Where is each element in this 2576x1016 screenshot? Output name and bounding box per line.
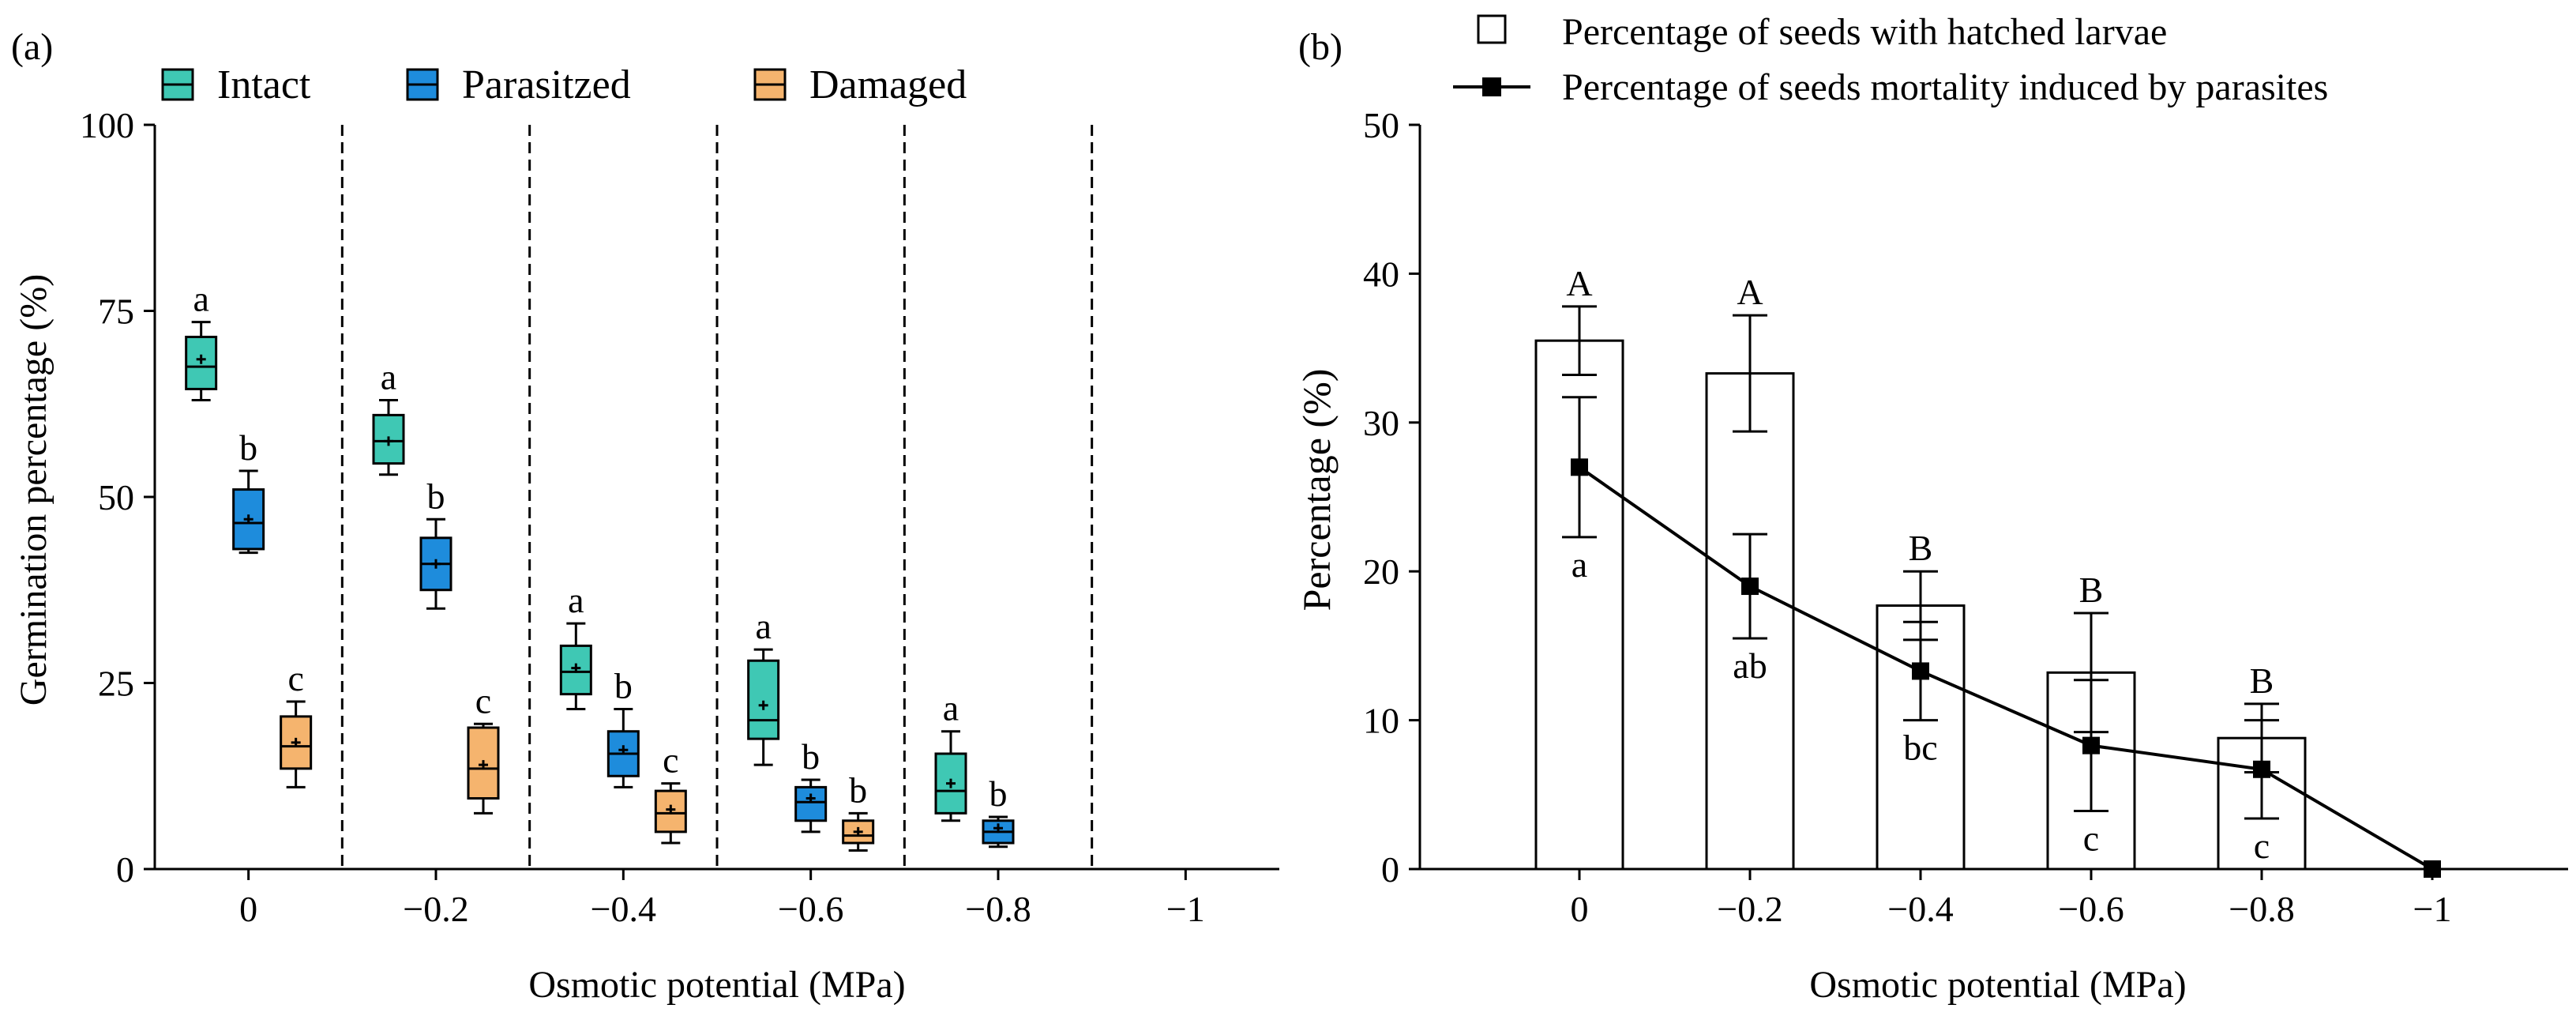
a-y-tick-label: 75 — [98, 292, 134, 332]
panel-b: (b) Percentage of seeds with hatched lar… — [1294, 11, 2568, 1006]
panel-a-legend: Intact Parasitzed Damaged — [161, 62, 967, 107]
panel-b-label: (b) — [1298, 26, 1342, 68]
a-letter-neg0-4-damaged: c — [663, 740, 678, 781]
panel-a-ylabel: Germination percentage (%) — [13, 274, 54, 706]
a-x-tick-label: −0.2 — [403, 889, 468, 929]
legend-label-hatched-larvae: Percentage of seeds with hatched larvae — [1562, 11, 2167, 53]
a-letter-neg0-8-parasitzed: b — [989, 773, 1008, 814]
panel-a-label: (a) — [11, 26, 53, 68]
a-letter-0-parasitzed: b — [239, 427, 257, 468]
b-line-point-neg1 — [2424, 860, 2441, 878]
legend-item-hatched-larvae: Percentage of seeds with hatched larvae — [1477, 11, 2167, 53]
a-mean-marker-neg0-2-damaged — [479, 760, 488, 770]
b-y-tick-label: 20 — [1363, 551, 1399, 592]
a-letter-0-damaged: c — [287, 658, 303, 698]
b-line-point-0 — [1571, 458, 1588, 476]
a-letter-neg0-6-damaged: b — [849, 770, 867, 810]
b-x-tick-label: −1 — [2413, 889, 2452, 929]
a-mean-marker-neg0-8-intact — [946, 778, 956, 788]
legend-item-parasitized: Parasitzed — [406, 62, 631, 107]
a-letter-0-intact: a — [193, 279, 208, 319]
b-x-tick-label: −0.6 — [2058, 889, 2124, 929]
b-line-point-neg0-4 — [1912, 662, 1929, 680]
panel-b-legend: Percentage of seeds with hatched larvae … — [1453, 11, 2328, 108]
b-bar-letter-neg0-4: B — [1909, 528, 1933, 568]
b-bar-letter-neg0-8: B — [2250, 660, 2274, 701]
a-mean-marker-neg0-4-parasitzed — [618, 745, 629, 755]
legend-swatch-mortality-marker — [1482, 77, 1501, 96]
a-box-neg0-6-parasitzed — [794, 785, 828, 822]
panel-b-ylabel: Percentage (%) — [1294, 369, 1339, 611]
a-x-tick-label: −0.8 — [965, 889, 1031, 929]
legend-label-parasitized: Parasitzed — [462, 62, 631, 107]
b-mortality-line — [1578, 465, 2434, 871]
a-x-tick-label: −1 — [1166, 889, 1205, 929]
b-x-tick-label: 0 — [1571, 889, 1589, 929]
b-y-tick-label: 50 — [1363, 105, 1399, 145]
a-mean-marker-neg0-6-parasitzed — [805, 793, 816, 803]
b-y-tick-label: 40 — [1363, 254, 1399, 294]
b-line-point-neg0-2 — [1741, 578, 1759, 596]
a-y-tick-label: 0 — [116, 849, 134, 890]
panel-b-xlabel: Osmotic potential (MPa) — [1809, 964, 2186, 1006]
a-x-tick-label: −0.6 — [778, 889, 843, 929]
legend-item-damaged: Damaged — [753, 62, 967, 107]
a-mean-marker-neg0-8-parasitzed — [993, 823, 1003, 833]
a-letter-neg0-2-damaged: c — [475, 680, 491, 721]
a-y-tick-label: 25 — [98, 664, 134, 704]
a-y-tick-label: 50 — [98, 477, 134, 517]
a-letter-neg0-4-parasitzed: b — [614, 665, 633, 706]
a-box-neg0-2-damaged — [467, 726, 500, 800]
b-bar-letter-neg0-6: B — [2079, 570, 2104, 610]
legend-label-intact: Intact — [217, 62, 311, 107]
a-letter-neg0-6-intact: a — [755, 606, 771, 646]
panel-a-xlabel: Osmotic potential (MPa) — [528, 964, 905, 1006]
b-y-tick-label: 0 — [1381, 849, 1399, 890]
a-letter-neg0-8-intact: a — [943, 688, 959, 728]
b-line-letter-0: a — [1572, 544, 1587, 585]
a-box-neg0-6-intact — [747, 659, 780, 740]
a-mean-marker-0-damaged — [291, 737, 301, 747]
legend-label-mortality: Percentage of seeds mortality induced by… — [1562, 66, 2328, 108]
b-x-tick-label: −0.8 — [2229, 889, 2294, 929]
legend-item-mortality: Percentage of seeds mortality induced by… — [1453, 66, 2328, 108]
a-mean-marker-neg0-2-parasitzed — [431, 559, 441, 569]
b-x-tick-label: −0.4 — [1887, 889, 1953, 929]
a-mean-marker-0-intact — [196, 354, 206, 364]
b-line-point-neg0-6 — [2082, 736, 2100, 754]
legend-item-intact: Intact — [161, 62, 311, 107]
b-line-letter-neg0-6: c — [2083, 818, 2099, 859]
b-line-letter-neg0-2: ab — [1733, 645, 1767, 686]
a-mean-marker-neg0-2-intact — [384, 436, 393, 446]
a-x-tick-label: 0 — [239, 889, 257, 929]
b-y-tick-label: 30 — [1363, 403, 1399, 443]
legend-label-damaged: Damaged — [809, 62, 967, 107]
legend-swatch-hatched-larvae — [1477, 14, 1507, 44]
a-mean-marker-neg0-4-intact — [571, 663, 581, 673]
panel-a: (a) Intact Parasitzed Damaged 0 25 50 75 100… — [11, 26, 1279, 1006]
a-y-tick-label: 100 — [80, 105, 134, 145]
panel-b-plot-area: 0 10 20 30 40 50 0 −0.2 −0.4 −0.6 −0.8 −1 A A B B Ba ab bc… — [1363, 105, 2568, 929]
a-letter-neg0-6-parasitzed: b — [802, 736, 820, 777]
a-mean-marker-0-parasitzed — [243, 514, 253, 525]
b-bar-letter-neg0-2: A — [1737, 272, 1763, 312]
b-line-letter-neg0-8: c — [2254, 826, 2270, 866]
b-y-tick-label: 10 — [1363, 701, 1399, 741]
a-mean-marker-neg0-6-intact — [758, 700, 768, 710]
a-letter-neg0-4-intact: a — [568, 580, 584, 620]
b-line-letter-neg0-4: bc — [1903, 728, 1937, 768]
b-line-point-neg0-8 — [2253, 760, 2270, 778]
b-x-tick-label: −0.2 — [1717, 889, 1782, 929]
a-letter-neg0-2-intact: a — [381, 357, 396, 397]
a-letter-neg0-2-parasitzed: b — [427, 476, 445, 516]
b-bar-letter-0: A — [1566, 263, 1592, 303]
a-mean-marker-neg0-6-damaged — [853, 826, 863, 837]
a-x-tick-label: −0.4 — [591, 889, 656, 929]
a-mean-marker-neg0-4-damaged — [666, 804, 676, 815]
